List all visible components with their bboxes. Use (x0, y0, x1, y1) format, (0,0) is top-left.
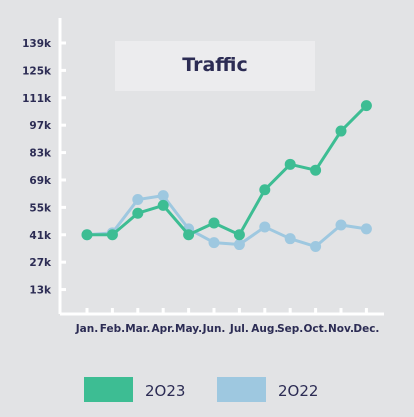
y-tick-label: 69k (29, 175, 52, 187)
data-point (81, 229, 93, 241)
legend-label: 2O23 (145, 382, 185, 400)
series-2O23 (81, 100, 372, 241)
y-tick-label: 139k (22, 38, 52, 50)
x-tick-label: Sep. (277, 323, 303, 335)
data-point (310, 241, 322, 253)
x-tick-label: Apr. (152, 323, 175, 335)
data-point (208, 217, 220, 229)
series-layer (81, 100, 372, 253)
data-point (132, 194, 144, 206)
data-point (259, 221, 271, 233)
x-tick-label: Feb. (100, 323, 125, 335)
data-point (259, 184, 271, 196)
y-tick-label: 13k (29, 285, 52, 297)
legend: 2O23 2O22 (84, 377, 318, 402)
data-point (284, 233, 296, 245)
x-tick-label: Nov. (328, 323, 354, 335)
y-tick-label: 111k (22, 93, 52, 105)
data-point (233, 239, 245, 251)
x-tick-label: Dec. (353, 323, 379, 335)
legend-swatch (84, 377, 133, 402)
data-point (335, 125, 347, 137)
series-line (86, 194, 367, 249)
x-tick-label: Mar. (125, 323, 150, 335)
y-tick-label: 55k (29, 202, 52, 214)
data-point (233, 229, 245, 241)
data-point (335, 219, 347, 231)
data-point (157, 190, 169, 202)
data-point (284, 158, 296, 170)
x-tick-label: Jun. (202, 323, 226, 335)
legend-swatch (217, 377, 266, 402)
x-tick-label: Jan. (75, 323, 98, 335)
axes: 13k 27k 41k 55k 69k 83k 97k 111k 125k 139k Jan. Feb… (22, 18, 384, 335)
y-tick-label: 125k (22, 65, 52, 77)
series-line (87, 104, 368, 237)
data-point (310, 164, 322, 176)
x-tick-label: May. (175, 323, 202, 335)
data-point (132, 207, 144, 219)
series-2O22 (81, 190, 372, 253)
data-point (208, 237, 220, 249)
chart-title: Traffic (182, 54, 248, 76)
data-point (183, 229, 195, 241)
y-tick-label: 27k (29, 257, 52, 269)
data-point (360, 100, 372, 112)
title-box (115, 41, 315, 91)
x-tick-label: Aug. (251, 323, 278, 335)
legend-label: 2O22 (278, 382, 318, 400)
data-point (360, 223, 372, 235)
data-point (106, 229, 118, 241)
x-tick-label: Jul. (229, 323, 249, 335)
data-point (157, 199, 169, 211)
y-tick-label: 97k (29, 120, 52, 132)
y-tick-label: 83k (29, 148, 52, 160)
x-tick-label: Oct. (304, 323, 328, 335)
y-tick-label: 41k (29, 230, 52, 242)
